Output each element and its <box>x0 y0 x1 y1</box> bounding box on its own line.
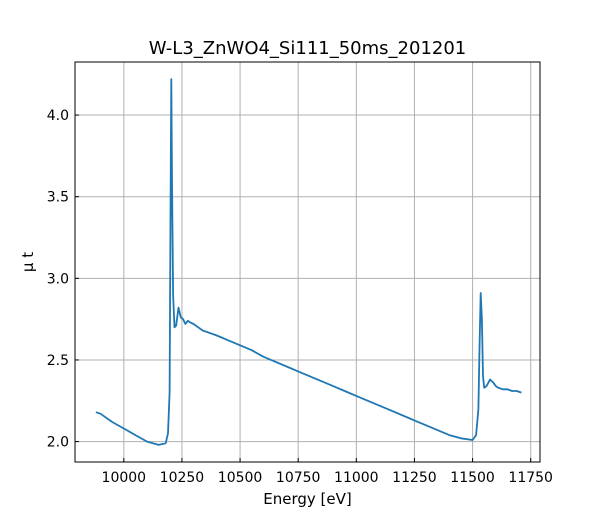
data-point <box>489 379 491 381</box>
data-point <box>480 292 482 294</box>
data-point <box>182 318 184 320</box>
data-point <box>460 437 462 439</box>
data-point <box>187 320 189 322</box>
data-point <box>414 419 416 421</box>
x-tick-label: 11000 <box>334 470 379 486</box>
data-point <box>367 400 369 402</box>
data-point <box>180 317 182 319</box>
data-point <box>100 413 102 415</box>
data-point <box>251 349 253 351</box>
series-line <box>95 78 522 446</box>
x-tick-label: 10000 <box>102 470 147 486</box>
data-point <box>174 326 176 328</box>
data-point <box>479 343 481 345</box>
data-point <box>158 444 160 446</box>
y-tick-label: 3.0 <box>47 271 69 287</box>
data-point <box>170 196 172 198</box>
data-point <box>228 339 230 341</box>
data-point <box>521 392 523 394</box>
data-point <box>497 387 499 389</box>
data-point <box>146 441 148 443</box>
data-point <box>495 385 497 387</box>
series-layer <box>95 78 522 446</box>
data-point <box>321 380 323 382</box>
axis-ticks: 10000 10250 10500 10750 11000 11250 11500 11750… <box>47 108 553 486</box>
data-point <box>486 385 488 387</box>
data-point <box>169 392 171 394</box>
data-point <box>475 434 477 436</box>
x-axis-label: Energy [eV] <box>263 490 351 508</box>
data-point <box>123 428 125 430</box>
data-point <box>167 433 169 435</box>
data-point <box>502 388 504 390</box>
data-point <box>185 323 187 325</box>
data-point <box>239 344 241 346</box>
data-point <box>483 387 485 389</box>
data-point <box>472 439 474 441</box>
data-point <box>202 330 204 332</box>
data-point <box>207 331 209 333</box>
data-point <box>425 424 427 426</box>
data-point <box>402 415 404 417</box>
data-point <box>309 375 311 377</box>
data-point <box>297 370 299 372</box>
y-axis-label: μ t <box>19 252 37 272</box>
data-point <box>448 434 450 436</box>
data-point <box>197 326 199 328</box>
x-tick-label: 11250 <box>392 470 437 486</box>
data-point <box>274 361 276 363</box>
data-point <box>172 294 174 296</box>
x-tick-label: 10750 <box>276 470 321 486</box>
data-point <box>95 411 97 413</box>
data-point <box>262 356 264 358</box>
data-point <box>355 395 357 397</box>
data-point <box>189 322 191 324</box>
data-point <box>175 325 177 327</box>
x-tick-label: 10500 <box>218 470 263 486</box>
data-point <box>437 429 439 431</box>
plot-area-frame <box>74 61 541 463</box>
data-point <box>178 307 180 309</box>
data-point <box>135 434 137 436</box>
y-tick-label: 4.0 <box>47 108 69 124</box>
data-point <box>477 408 479 410</box>
data-point <box>481 318 483 320</box>
data-point <box>511 390 513 392</box>
y-tick-label: 3.5 <box>47 190 69 206</box>
data-point <box>507 388 509 390</box>
x-tick-label: 10250 <box>160 470 205 486</box>
data-point <box>379 405 381 407</box>
y-tick-label: 2.5 <box>47 353 69 369</box>
y-tick-label: 2.0 <box>47 435 69 451</box>
data-point <box>332 385 334 387</box>
data-point <box>170 78 172 80</box>
data-point <box>344 390 346 392</box>
data-point <box>111 421 113 423</box>
data-point <box>216 335 218 337</box>
data-point <box>516 390 518 392</box>
data-point <box>193 323 195 325</box>
data-point <box>390 410 392 412</box>
grid-lines <box>75 62 540 462</box>
data-point <box>286 366 288 368</box>
data-point <box>493 382 495 384</box>
data-point <box>165 442 167 444</box>
x-tick-label: 11750 <box>508 470 553 486</box>
x-tick-label: 11500 <box>450 470 495 486</box>
chart-title: W-L3_ZnWO4_Si111_50ms_201201 <box>149 38 467 59</box>
data-point <box>482 375 484 377</box>
data-point <box>171 179 173 181</box>
